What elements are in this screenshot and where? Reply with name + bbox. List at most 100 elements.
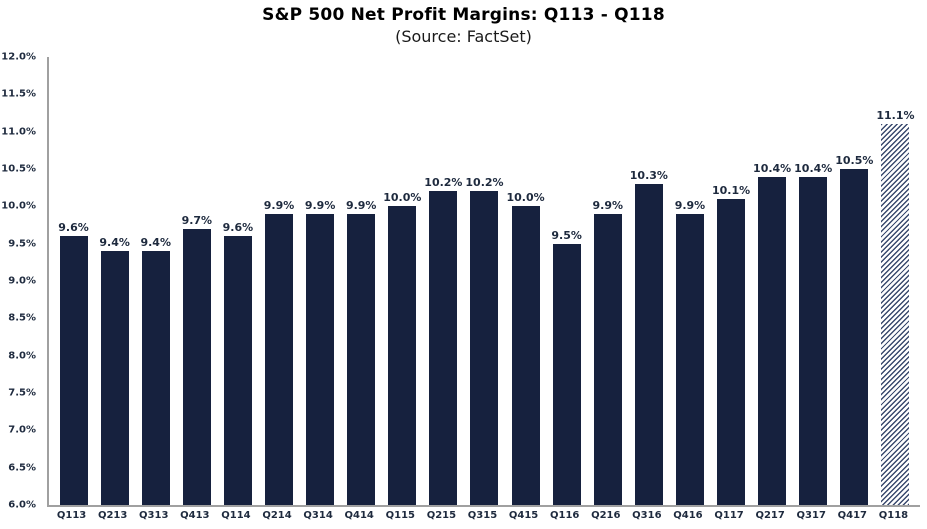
- bar-value-label: 9.5%: [551, 228, 582, 242]
- x-tick-label: Q416: [673, 510, 703, 521]
- bar-value-label: 11.1%: [876, 109, 915, 123]
- bar-group: 9.6%: [217, 222, 258, 505]
- bar-group: 10.0%: [505, 192, 546, 505]
- bar-group: 10.2%: [423, 177, 464, 505]
- chart-title: S&P 500 Net Profit Margins: Q113 - Q118: [262, 5, 665, 25]
- x-tick-label: Q314: [303, 510, 333, 521]
- bar-group: 10.2%: [464, 177, 505, 505]
- x-tick-label: Q414: [344, 510, 374, 521]
- bar-value-label: 10.1%: [711, 183, 751, 197]
- bar-hatched: [881, 124, 910, 505]
- x-tick-label: Q215: [426, 510, 457, 521]
- bar: [470, 191, 499, 505]
- x-tick-label: Q313: [139, 510, 169, 521]
- bar-group: 9.6%: [53, 222, 94, 505]
- bar-value-label: 10.5%: [835, 154, 874, 167]
- bar-group: 11.1%: [875, 110, 916, 505]
- x-tick-label: Q113: [56, 510, 87, 521]
- bar-group: 9.7%: [176, 215, 217, 505]
- bar-group: 9.9%: [258, 200, 299, 505]
- y-tick-label: 10.0%: [1, 200, 36, 212]
- y-tick-label: 11.0%: [1, 126, 36, 138]
- bar-group: 10.1%: [711, 185, 752, 505]
- x-tick-label: Q116: [549, 510, 580, 521]
- bar: [634, 183, 663, 505]
- bar-group: 9.4%: [94, 237, 135, 505]
- bar: [388, 206, 417, 505]
- x-tick-label: Q413: [180, 510, 210, 521]
- y-tick-label: 8.5%: [8, 312, 36, 324]
- bar: [100, 251, 129, 505]
- bar: [141, 251, 170, 505]
- y-tick-label: 10.5%: [1, 163, 36, 175]
- x-axis: Q113 Q213 Q313 Q413 Q114 Q214 Q314 Q414 Q115 Q215…: [47, 510, 918, 521]
- bar: [717, 198, 746, 505]
- y-tick-label: 7.5%: [8, 387, 36, 399]
- y-tick-label: 12.0%: [1, 51, 36, 63]
- bar-value-label: 9.9%: [304, 198, 336, 212]
- x-tick-label: Q315: [467, 510, 498, 521]
- y-tick-label: 8.0%: [8, 350, 36, 362]
- bar-value-label: 10.0%: [383, 191, 422, 205]
- y-tick-label: 6.5%: [8, 462, 36, 474]
- bar-group: 10.5%: [834, 155, 875, 505]
- x-tick-label: Q317: [796, 510, 826, 521]
- bar-group: 9.9%: [587, 200, 628, 505]
- y-tick-label: 6.0%: [8, 499, 36, 511]
- bar-value-label: 9.9%: [263, 198, 295, 212]
- bar: [59, 236, 88, 505]
- bar-value-label: 9.4%: [99, 236, 130, 250]
- bar-value-label: 10.2%: [424, 176, 463, 190]
- bar-value-label: 10.2%: [465, 176, 504, 190]
- bar-group: 10.0%: [382, 192, 423, 505]
- bar-value-label: 10.3%: [629, 168, 668, 182]
- x-tick-label: Q417: [837, 510, 868, 521]
- x-tick-label: Q213: [97, 510, 128, 521]
- x-tick-label: Q316: [632, 510, 662, 521]
- y-tick-label: 7.0%: [8, 424, 36, 436]
- x-tick-label: Q114: [221, 510, 251, 521]
- bar-value-label: 9.4%: [140, 236, 171, 250]
- bar-group: 9.4%: [135, 237, 176, 505]
- bar-value-label: 9.9%: [674, 198, 706, 212]
- bar-group: 9.9%: [341, 200, 382, 505]
- bar: [429, 191, 458, 505]
- bar-value-label: 9.7%: [181, 213, 213, 227]
- y-tick-label: 9.0%: [8, 275, 36, 287]
- bar-group: 9.9%: [300, 200, 341, 505]
- bar-value-label: 10.0%: [506, 191, 545, 205]
- bar-value-label: 10.4%: [753, 161, 792, 175]
- bar-value-label: 9.6%: [222, 221, 254, 235]
- y-tick-label: 9.5%: [8, 238, 36, 250]
- bar: [799, 176, 828, 505]
- bar: [306, 213, 335, 505]
- bar: [182, 228, 211, 505]
- bar-value-label: 9.6%: [58, 221, 89, 235]
- bar: [223, 236, 252, 505]
- bar-group: 9.5%: [546, 230, 587, 505]
- y-tick-label: 11.5%: [1, 88, 36, 100]
- x-tick-label: Q118: [878, 510, 909, 521]
- x-tick-label: Q214: [262, 510, 292, 521]
- bar: [758, 176, 787, 505]
- bar-group: 10.4%: [752, 161, 793, 505]
- x-tick-label: Q415: [508, 510, 539, 521]
- bar: [675, 213, 704, 505]
- bar-value-label: 10.4%: [794, 161, 833, 175]
- x-tick-label: Q115: [385, 510, 415, 521]
- bar-value-label: 9.9%: [592, 198, 624, 212]
- plot-area: 9.6% 9.4% 9.4% 9.7% 9.6% 9.9% 9.9% 9.9% 10.0% 10.…: [47, 57, 920, 507]
- y-axis: 12.0% 11.5% 11.0% 10.5% 10.0% 9.5% 9.0% 8.5% 8.0…: [0, 52, 42, 511]
- bar-group: 10.4%: [793, 161, 834, 505]
- chart-subtitle: (Source: FactSet): [395, 27, 532, 46]
- bar-group: 9.9%: [669, 200, 710, 505]
- bar: [552, 243, 581, 505]
- bar: [265, 213, 294, 505]
- bar: [593, 213, 622, 505]
- x-tick-label: Q217: [755, 510, 785, 521]
- bar: [511, 206, 540, 505]
- bars-region: 9.6% 9.4% 9.4% 9.7% 9.6% 9.9% 9.9% 9.9% 10.0% 10.…: [49, 57, 920, 505]
- x-tick-label: Q216: [591, 510, 621, 521]
- bar-value-label: 9.9%: [345, 198, 377, 212]
